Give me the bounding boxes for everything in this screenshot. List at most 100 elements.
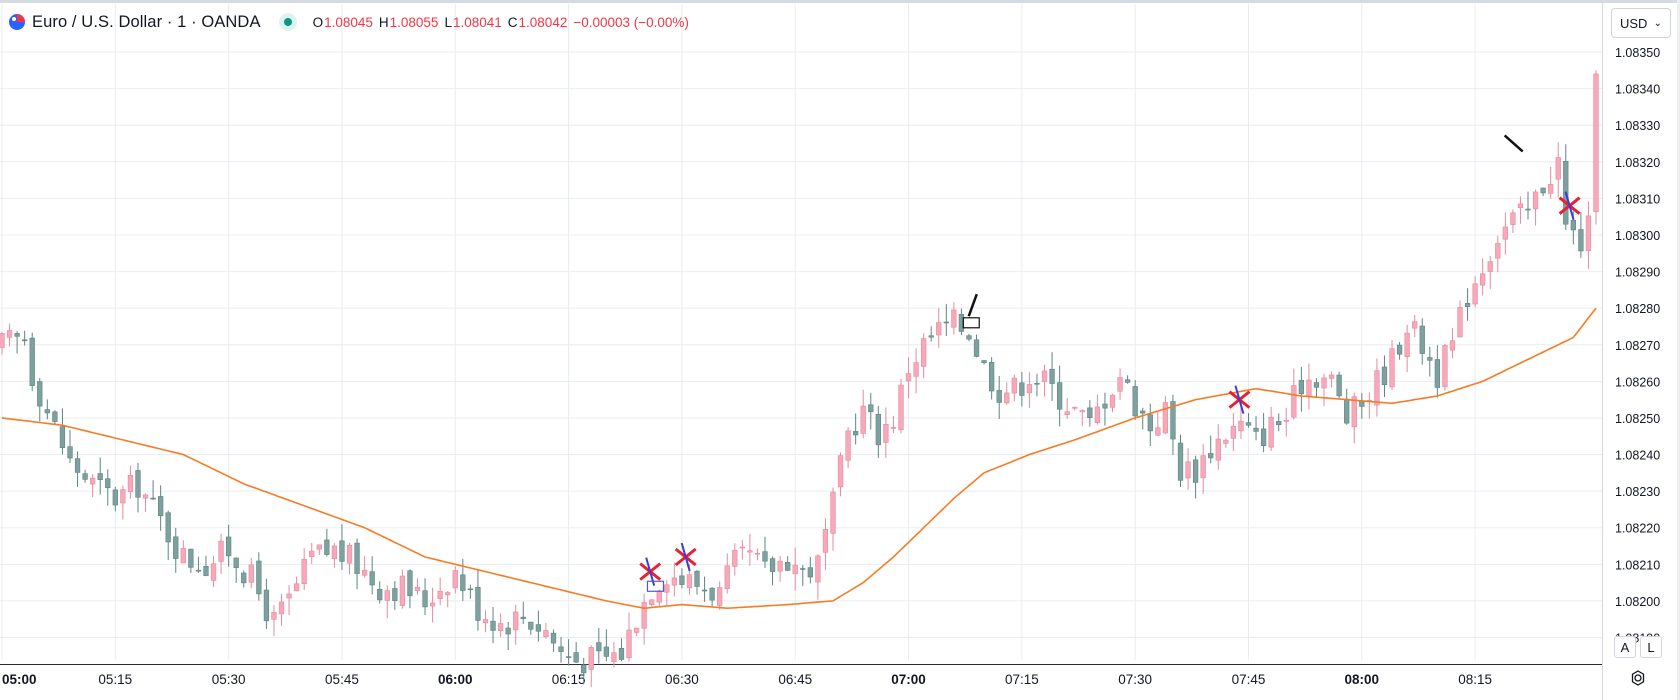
candle-body: [717, 587, 723, 606]
open-label: O: [312, 14, 324, 30]
auto-scale-button[interactable]: A: [1614, 636, 1636, 658]
chart-settings-button[interactable]: [1626, 668, 1650, 692]
candle-body: [278, 601, 285, 615]
candle-body: [875, 414, 881, 446]
candle-body: [263, 589, 270, 622]
candle-body: [67, 446, 73, 459]
signal-mark: [967, 293, 978, 317]
candle-body: [1185, 461, 1191, 479]
candle-body: [1215, 438, 1221, 461]
candle-body: [1155, 427, 1161, 436]
x-tick-label: 07:45: [1232, 672, 1266, 687]
y-tick-label: 1.08350: [1615, 46, 1660, 60]
candle-body: [943, 321, 949, 324]
log-scale-button[interactable]: L: [1640, 636, 1662, 658]
candle-body: [1510, 212, 1516, 225]
symbol-title[interactable]: Euro / U.S. Dollar · 1 · OANDA: [32, 12, 261, 31]
candle-body: [429, 602, 436, 607]
y-tick-label: 1.08200: [1615, 595, 1660, 609]
candle-body: [142, 494, 149, 499]
candle-body: [837, 455, 844, 488]
candle-body: [97, 473, 103, 480]
candle-body: [1223, 439, 1229, 444]
candle-body: [513, 611, 519, 631]
symbol-legend: Euro / U.S. Dollar · 1 · OANDA O 1.08045 …: [8, 10, 689, 34]
signal-cross-slash: [680, 542, 691, 572]
candle-body: [701, 589, 708, 592]
candle-body: [1555, 157, 1561, 180]
x-tick-label: 05:30: [212, 672, 246, 687]
candle-body: [1313, 382, 1320, 388]
candle-body: [679, 575, 685, 585]
candle-body: [1570, 219, 1576, 231]
candle-body: [550, 632, 557, 644]
candle-body: [90, 477, 96, 485]
candle-body: [988, 361, 995, 392]
currency-selector[interactable]: USD ⌄: [1611, 8, 1671, 38]
candle-body: [22, 339, 28, 342]
candle-body: [800, 568, 806, 570]
candle-body: [1457, 307, 1463, 338]
candle-body: [1177, 442, 1184, 481]
x-tick-label: 08:00: [1345, 672, 1380, 687]
candle-body: [1593, 73, 1599, 212]
candle-body: [596, 642, 602, 652]
candle-body: [346, 544, 353, 564]
y-tick-label: 1.08260: [1615, 375, 1660, 389]
currency-flag-icon: [8, 13, 26, 31]
candle-body: [1026, 384, 1033, 394]
candle-body: [626, 629, 632, 659]
candle-body: [173, 536, 179, 559]
candle-body: [1585, 215, 1592, 251]
low-label: L: [444, 14, 452, 30]
candle-body: [158, 496, 164, 517]
candle-body: [112, 489, 118, 506]
candle-body: [1291, 385, 1297, 418]
candle-body: [1192, 459, 1199, 483]
candle-body: [460, 574, 466, 591]
candle-body: [1041, 370, 1048, 382]
y-tick-label: 1.08240: [1615, 449, 1660, 463]
candle-body: [618, 647, 625, 660]
candle-body: [241, 572, 247, 584]
signal-box: [962, 317, 980, 329]
candle-body: [1253, 427, 1259, 432]
candle-body: [732, 549, 738, 567]
low-value: 1.08041: [452, 14, 502, 30]
x-tick-label: 05:15: [98, 672, 132, 687]
x-tick-label: 07:30: [1118, 672, 1152, 687]
candle-body: [1374, 370, 1380, 406]
candle-body: [1381, 366, 1388, 386]
close-label: C: [507, 14, 518, 30]
candle-body: [905, 373, 912, 382]
candle-body: [1056, 382, 1063, 410]
candle-body: [1102, 403, 1108, 409]
candle-body: [1208, 453, 1214, 459]
candle-body: [573, 652, 579, 663]
candle-body: [490, 620, 496, 631]
candle-body: [1260, 428, 1267, 447]
x-tick-label: 05:00: [2, 672, 37, 687]
candle-body: [565, 656, 572, 658]
candle-body: [1049, 368, 1055, 384]
candle-body: [520, 616, 526, 620]
candle-body: [1540, 187, 1546, 194]
candle-body: [324, 539, 330, 555]
x-tick-label: 07:00: [891, 672, 926, 687]
candle-body: [203, 565, 209, 576]
moving-average-line: [1, 307, 1597, 610]
candle-body: [218, 540, 224, 562]
candle-body: [1442, 345, 1448, 388]
candle-body: [951, 309, 957, 328]
y-tick-label: 1.08310: [1615, 192, 1660, 206]
candle-body: [1389, 348, 1395, 388]
y-tick-label: 1.08210: [1615, 558, 1660, 572]
candle-body: [777, 560, 783, 572]
candle-body: [82, 473, 88, 480]
candle-body: [422, 590, 428, 608]
candle-body: [1464, 302, 1471, 307]
x-tick-label: 06:45: [778, 672, 812, 687]
